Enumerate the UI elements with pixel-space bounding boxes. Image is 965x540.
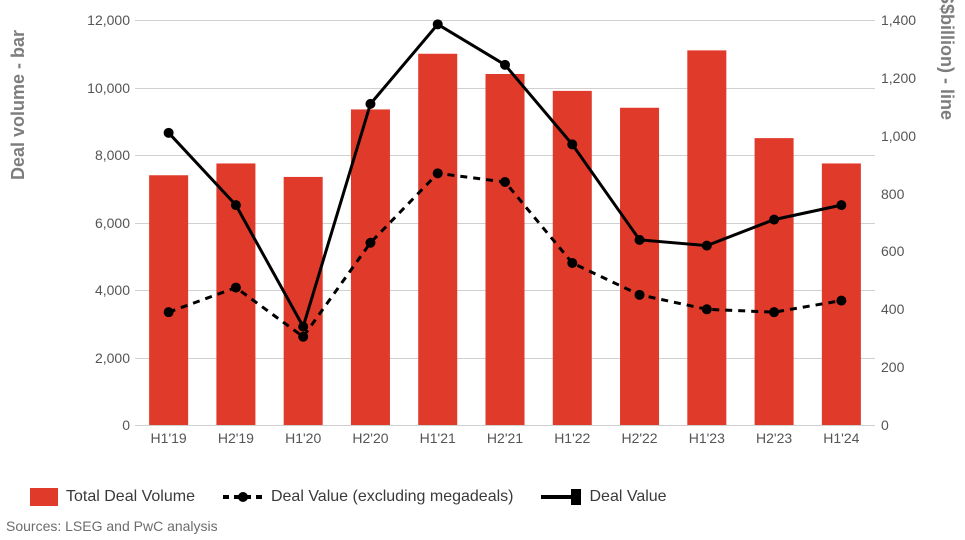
line-marker <box>769 215 779 225</box>
legend-item-bar: Total Deal Volume <box>30 488 195 506</box>
legend-label: Total Deal Volume <box>66 488 195 506</box>
y2-tick-label: 800 <box>881 186 936 202</box>
y2-tick-label: 0 <box>881 417 936 433</box>
sources-text: Sources: LSEG and PwC analysis <box>6 518 218 534</box>
legend-swatch-dashed <box>223 488 263 506</box>
bar <box>351 109 390 425</box>
line-marker <box>298 332 308 342</box>
line-marker <box>836 200 846 210</box>
line-marker <box>836 296 846 306</box>
line-marker <box>635 290 645 300</box>
chart-container: Deal volume - bar Deal value (US$billion… <box>0 0 965 540</box>
y2-tick-label: 600 <box>881 243 936 259</box>
x-tick-label: H2'20 <box>352 430 388 446</box>
bar <box>149 175 188 425</box>
x-tick-label: H1'22 <box>554 430 590 446</box>
y2-tick-label: 1,200 <box>881 70 936 86</box>
chart-svg <box>135 20 875 425</box>
y1-axis-label: Deal volume - bar <box>8 30 29 180</box>
line-marker <box>164 128 174 138</box>
line-marker <box>433 168 443 178</box>
x-tick-label: H1'20 <box>285 430 321 446</box>
legend: Total Deal Volume Deal Value (excluding … <box>30 488 667 506</box>
line-marker <box>769 307 779 317</box>
x-tick-label: H2'22 <box>621 430 657 446</box>
legend-label: Deal Value (excluding megadeals) <box>271 488 514 506</box>
legend-swatch-bar <box>30 488 58 506</box>
legend-label: Deal Value <box>589 488 666 506</box>
y2-tick-label: 400 <box>881 301 936 317</box>
x-tick-label: H2'19 <box>218 430 254 446</box>
x-tick-label: H1'19 <box>151 430 187 446</box>
line-marker <box>567 139 577 149</box>
y1-tick-label: 8,000 <box>75 147 130 163</box>
plot-area <box>135 20 875 425</box>
line-marker <box>567 258 577 268</box>
y1-tick-label: 10,000 <box>75 80 130 96</box>
bar <box>687 50 726 425</box>
line-marker <box>500 60 510 70</box>
y1-tick-label: 4,000 <box>75 282 130 298</box>
line-marker <box>164 307 174 317</box>
y1-tick-label: 12,000 <box>75 12 130 28</box>
y1-tick-label: 6,000 <box>75 215 130 231</box>
line-marker <box>365 99 375 109</box>
x-tick-label: H2'21 <box>487 430 523 446</box>
line-marker <box>500 177 510 187</box>
line-marker <box>298 322 308 332</box>
grid-line <box>135 425 875 426</box>
y1-tick-label: 0 <box>75 417 130 433</box>
y2-tick-label: 200 <box>881 359 936 375</box>
bar <box>418 54 457 425</box>
legend-item-solid: Deal Value <box>541 488 666 506</box>
x-tick-label: H1'21 <box>420 430 456 446</box>
line-marker <box>702 241 712 251</box>
x-tick-label: H1'23 <box>689 430 725 446</box>
line-marker <box>231 200 241 210</box>
y2-tick-label: 1,400 <box>881 12 936 28</box>
line-marker <box>635 235 645 245</box>
x-tick-label: H2'23 <box>756 430 792 446</box>
line-marker <box>365 238 375 248</box>
legend-item-dashed: Deal Value (excluding megadeals) <box>223 488 514 506</box>
line-marker <box>433 19 443 29</box>
x-tick-label: H1'24 <box>823 430 859 446</box>
legend-swatch-solid <box>541 488 581 506</box>
bar <box>620 108 659 425</box>
line-marker <box>702 304 712 314</box>
bar <box>485 74 524 425</box>
y1-tick-label: 2,000 <box>75 350 130 366</box>
y2-axis-label: Deal value (US$billion) - line <box>936 0 957 120</box>
line-marker <box>231 283 241 293</box>
y2-tick-label: 1,000 <box>881 128 936 144</box>
bar <box>755 138 794 425</box>
